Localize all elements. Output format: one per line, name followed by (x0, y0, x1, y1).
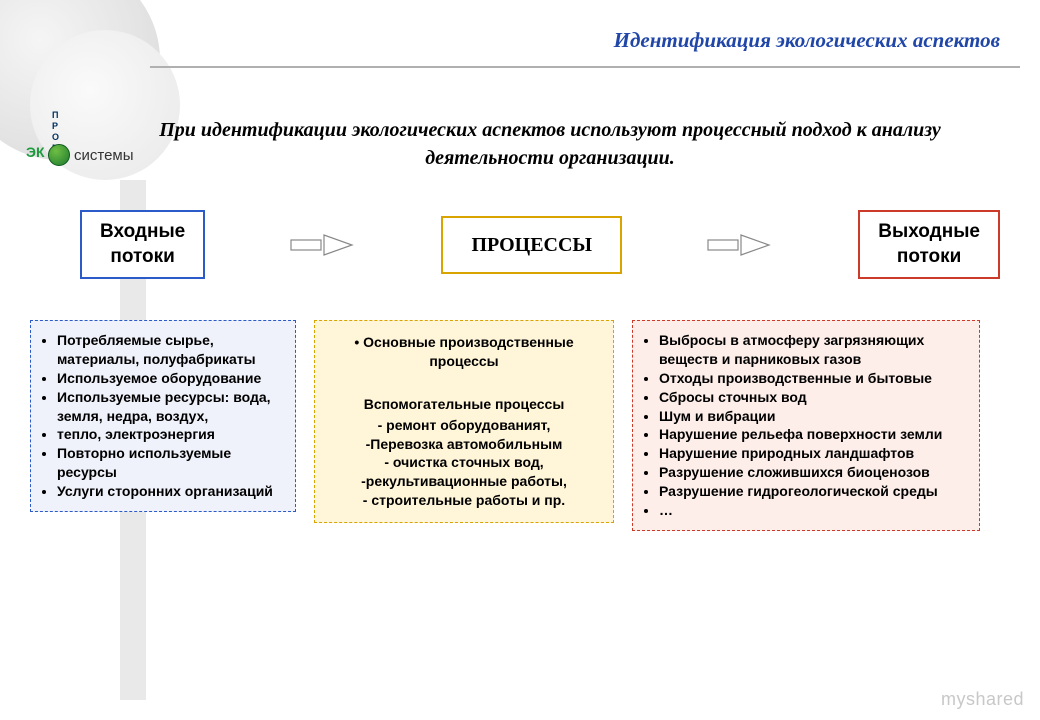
list-item: … (659, 501, 969, 520)
process-aux-line: - ремонт оборудованият, (329, 416, 599, 435)
list-item: Выбросы в атмосферу загрязняющих веществ… (659, 331, 969, 369)
outputs-list: Выбросы в атмосферу загрязняющих веществ… (639, 331, 969, 520)
flow-outputs-label: Выходные потоки (878, 221, 980, 267)
list-item: тепло, электроэнергия (57, 425, 285, 444)
arrow-icon (288, 232, 358, 258)
header-divider (150, 66, 1020, 68)
watermark: myshared (941, 689, 1024, 710)
list-item: Нарушение природных ландшафтов (659, 444, 969, 463)
process-aux-line: -рекультивационные работы, (329, 472, 599, 491)
arrow-icon (705, 232, 775, 258)
list-item: Услуги сторонних организаций (57, 482, 285, 501)
intro-text: При идентификации экологических аспектов… (100, 116, 1000, 172)
list-item: Разрушение гидрогеологической среды (659, 482, 969, 501)
process-aux-line: -Перевозка автомобильным (329, 435, 599, 454)
list-item: Нарушение рельефа поверхности земли (659, 425, 969, 444)
flow-outputs-box: Выходные потоки (858, 210, 1000, 279)
list-item: Сбросы сточных вод (659, 388, 969, 407)
flow-inputs-label: Входные потоки (100, 221, 185, 267)
flow-row: Входные потоки ПРОЦЕССЫ Выходные потоки (80, 210, 1000, 279)
page-title: Идентификация экологических аспектов (340, 28, 1000, 53)
detail-row: Потребляемые сырье, материалы, полуфабри… (30, 320, 1020, 531)
logo-earth-icon (48, 144, 70, 166)
outputs-detail-box: Выбросы в атмосферу загрязняющих веществ… (632, 320, 980, 531)
inputs-list: Потребляемые сырье, материалы, полуфабри… (37, 331, 285, 501)
process-aux-line: - очистка сточных вод, (329, 453, 599, 472)
logo-ek: ЭК (26, 144, 45, 160)
inputs-detail-box: Потребляемые сырье, материалы, полуфабри… (30, 320, 296, 512)
list-item: Используемые ресурсы: вода, земля, недра… (57, 388, 285, 426)
process-detail-box: • Основные производственные процессы Всп… (314, 320, 614, 523)
process-aux-title: Вспомогательные процессы (329, 395, 599, 414)
flow-inputs-box: Входные потоки (80, 210, 205, 279)
process-aux-line: - строительные работы и пр. (329, 491, 599, 510)
flow-process-label: ПРОЦЕССЫ (471, 234, 592, 256)
list-item: Потребляемые сырье, материалы, полуфабри… (57, 331, 285, 369)
list-item: Повторно используемые ресурсы (57, 444, 285, 482)
flow-process-box: ПРОЦЕССЫ (441, 216, 622, 274)
list-item: Используемое оборудование (57, 369, 285, 388)
process-main: Основные производственные процессы (363, 334, 574, 369)
logo: ПРОМ ЭК системы (6, 126, 136, 186)
list-item: Отходы производственные и бытовые (659, 369, 969, 388)
list-item: Разрушение сложившихся биоценозов (659, 463, 969, 482)
list-item: Шум и вибрации (659, 407, 969, 426)
logo-systems: системы (74, 147, 134, 164)
